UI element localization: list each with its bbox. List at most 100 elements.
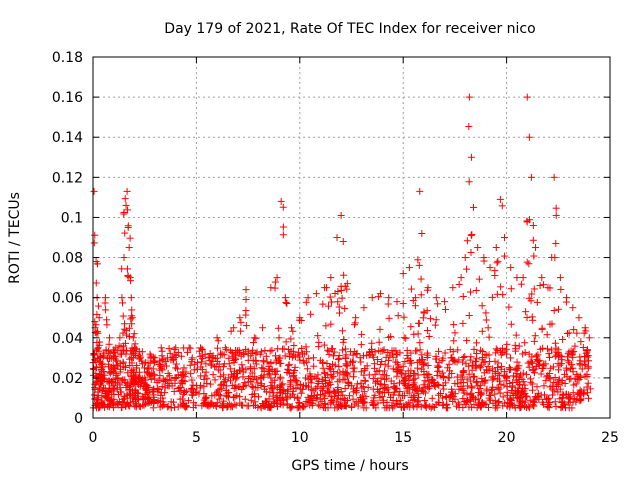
data-point: [128, 359, 136, 367]
data-point: [570, 326, 578, 334]
data-point: [445, 374, 453, 382]
data-point: [250, 401, 258, 409]
data-point: [491, 267, 499, 275]
data-point: [328, 298, 336, 306]
data-point: [228, 403, 236, 411]
data-point: [193, 365, 201, 373]
data-point: [211, 376, 219, 384]
data-point: [494, 359, 502, 367]
data-point: [119, 312, 127, 320]
data-point: [498, 363, 506, 371]
data-point: [309, 387, 317, 395]
data-point: [303, 348, 311, 356]
data-point: [134, 389, 142, 397]
data-point: [529, 316, 537, 324]
data-point: [532, 352, 540, 360]
data-point: [494, 364, 502, 372]
data-point: [468, 403, 476, 411]
data-point: [285, 362, 293, 370]
data-point: [551, 339, 559, 347]
data-point: [207, 380, 215, 388]
data-point: [465, 311, 473, 319]
data-point: [466, 356, 474, 364]
x-axis-label: GPS time / hours: [291, 458, 408, 474]
data-point: [383, 398, 391, 406]
data-point: [319, 387, 327, 395]
data-point: [155, 377, 163, 385]
data-point: [305, 354, 313, 362]
y-tick-label: 0.14: [52, 130, 83, 146]
data-point: [233, 374, 241, 382]
data-point: [384, 348, 392, 356]
data-point: [550, 378, 558, 386]
data-point: [133, 364, 141, 372]
data-point: [128, 314, 136, 322]
data-point: [302, 374, 310, 382]
data-point: [439, 394, 447, 402]
data-point: [492, 244, 500, 252]
data-point: [435, 347, 443, 355]
y-tick-label: 0.1: [61, 210, 83, 226]
data-point: [406, 356, 414, 364]
data-point: [481, 376, 489, 384]
data-point: [414, 330, 422, 338]
data-point: [316, 356, 324, 364]
data-point: [116, 384, 124, 392]
data-point: [409, 393, 417, 401]
data-point: [290, 371, 298, 379]
data-point: [463, 375, 471, 383]
data-point: [552, 204, 560, 212]
data-point: [461, 254, 469, 262]
data-point: [117, 350, 125, 358]
data-point: [485, 351, 493, 359]
data-point: [289, 327, 297, 335]
data-point: [470, 393, 478, 401]
data-point: [238, 361, 246, 369]
data-point: [523, 392, 531, 400]
data-point: [482, 316, 490, 324]
data-point: [187, 386, 195, 394]
data-point: [314, 371, 322, 379]
data-point: [92, 321, 100, 329]
axis-ticks: [92, 56, 611, 419]
data-point: [403, 346, 411, 354]
data-point: [501, 372, 509, 380]
data-point: [326, 293, 334, 301]
data-point: [126, 402, 134, 410]
data-point: [356, 354, 364, 362]
data-point: [104, 360, 112, 368]
x-tick-labels: 0 5 10 15 20 25: [89, 430, 619, 446]
data-point: [389, 365, 397, 373]
data-point: [337, 388, 345, 396]
data-point: [490, 374, 498, 382]
data-point: [205, 400, 213, 408]
data-point: [476, 403, 484, 411]
data-point: [110, 387, 118, 395]
data-point: [314, 401, 322, 409]
y-tick-labels: 0 0.02 0.04 0.06 0.08 0.1 0.12 0.14 0.16 0.18: [52, 50, 83, 427]
data-point: [267, 374, 275, 382]
data-point: [469, 392, 477, 400]
data-point: [579, 344, 587, 352]
data-point: [554, 388, 562, 396]
data-point: [357, 341, 365, 349]
data-point: [472, 358, 480, 366]
data-point: [568, 351, 576, 359]
data-point: [455, 401, 463, 409]
data-point: [513, 358, 521, 366]
data-point: [513, 378, 521, 386]
data-point: [540, 382, 548, 390]
data-point: [198, 345, 206, 353]
data-point: [242, 286, 250, 294]
data-point: [319, 300, 327, 308]
data-point: [276, 381, 284, 389]
data-point: [507, 399, 515, 407]
data-point: [358, 330, 366, 338]
data-point: [191, 360, 199, 368]
data-point: [415, 319, 423, 327]
data-point: [327, 320, 335, 328]
data-point: [411, 302, 419, 310]
data-point: [503, 350, 511, 358]
data-point: [244, 347, 252, 355]
data-point: [120, 342, 128, 350]
